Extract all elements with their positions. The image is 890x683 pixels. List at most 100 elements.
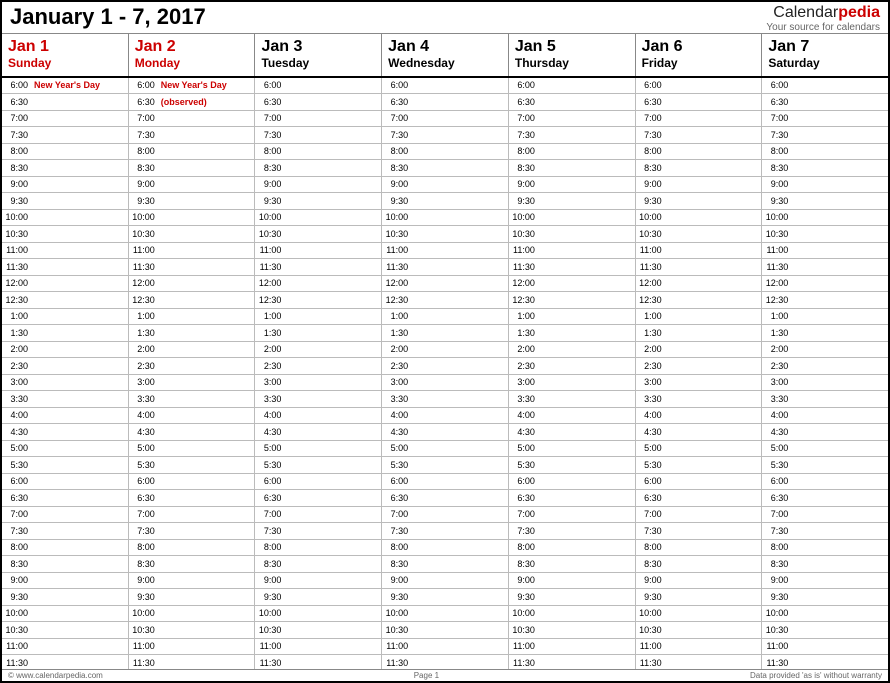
- time-cell[interactable]: 3:30: [129, 391, 256, 407]
- time-cell[interactable]: 9:30: [129, 589, 256, 605]
- time-cell[interactable]: 6:30: [382, 490, 509, 506]
- time-cell[interactable]: 5:30: [636, 457, 763, 473]
- time-cell[interactable]: 1:30: [509, 325, 636, 341]
- time-cell[interactable]: 12:30: [636, 292, 763, 308]
- time-cell[interactable]: 10:30: [382, 622, 509, 638]
- time-cell[interactable]: 2:00: [129, 342, 256, 358]
- time-cell[interactable]: 6:30: [129, 490, 256, 506]
- time-cell[interactable]: 9:00: [129, 177, 256, 193]
- time-cell[interactable]: 6:00: [509, 78, 636, 94]
- time-cell[interactable]: 10:00: [382, 606, 509, 622]
- time-cell[interactable]: 9:00: [382, 177, 509, 193]
- time-cell[interactable]: 11:30: [382, 259, 509, 275]
- time-cell[interactable]: 7:30: [762, 523, 888, 539]
- time-cell[interactable]: 11:30: [2, 259, 129, 275]
- time-cell[interactable]: 7:00: [129, 111, 256, 127]
- time-cell[interactable]: 6:00: [509, 474, 636, 490]
- time-cell[interactable]: 8:30: [2, 556, 129, 572]
- time-cell[interactable]: 6:00: [636, 474, 763, 490]
- time-cell[interactable]: 10:00: [129, 606, 256, 622]
- time-cell[interactable]: 3:30: [762, 391, 888, 407]
- time-cell[interactable]: 7:00: [762, 111, 888, 127]
- time-cell[interactable]: 11:00: [509, 243, 636, 259]
- time-cell[interactable]: 10:00: [129, 210, 256, 226]
- time-cell[interactable]: 7:00: [2, 507, 129, 523]
- time-cell[interactable]: 9:00: [636, 573, 763, 589]
- time-cell[interactable]: 10:30: [509, 622, 636, 638]
- time-cell[interactable]: 10:30: [2, 226, 129, 242]
- time-cell[interactable]: 3:30: [636, 391, 763, 407]
- time-cell[interactable]: 4:30: [636, 424, 763, 440]
- time-cell[interactable]: 8:00: [129, 540, 256, 556]
- time-cell[interactable]: 9:30: [636, 589, 763, 605]
- time-cell[interactable]: 7:00: [509, 507, 636, 523]
- time-cell[interactable]: 1:30: [255, 325, 382, 341]
- time-cell[interactable]: 9:30: [2, 589, 129, 605]
- time-cell[interactable]: 8:00: [129, 144, 256, 160]
- time-cell[interactable]: 9:00: [2, 573, 129, 589]
- time-cell[interactable]: 1:00: [129, 309, 256, 325]
- time-cell[interactable]: 5:00: [762, 441, 888, 457]
- time-cell[interactable]: 11:00: [509, 639, 636, 655]
- time-cell[interactable]: 2:30: [762, 358, 888, 374]
- time-cell[interactable]: 2:30: [509, 358, 636, 374]
- time-cell[interactable]: 8:00: [382, 144, 509, 160]
- time-cell[interactable]: 5:30: [129, 457, 256, 473]
- time-cell[interactable]: 9:00: [762, 573, 888, 589]
- time-cell[interactable]: 2:30: [255, 358, 382, 374]
- time-cell[interactable]: 7:30: [509, 127, 636, 143]
- time-cell[interactable]: 10:00: [509, 606, 636, 622]
- time-cell[interactable]: 10:00: [762, 606, 888, 622]
- time-cell[interactable]: 10:30: [255, 622, 382, 638]
- time-cell[interactable]: 7:30: [382, 523, 509, 539]
- time-cell[interactable]: 7:00: [636, 507, 763, 523]
- time-cell[interactable]: 8:00: [382, 540, 509, 556]
- time-cell[interactable]: 3:30: [509, 391, 636, 407]
- time-cell[interactable]: 7:30: [129, 127, 256, 143]
- time-cell[interactable]: 5:30: [255, 457, 382, 473]
- time-cell[interactable]: 10:30: [255, 226, 382, 242]
- time-cell[interactable]: 9:00: [2, 177, 129, 193]
- time-cell[interactable]: 10:30: [2, 622, 129, 638]
- time-cell[interactable]: 10:30: [762, 226, 888, 242]
- time-cell[interactable]: 4:00: [2, 408, 129, 424]
- time-cell[interactable]: 9:30: [382, 589, 509, 605]
- time-cell[interactable]: 2:30: [636, 358, 763, 374]
- time-cell[interactable]: 7:00: [636, 111, 763, 127]
- time-cell[interactable]: 9:30: [509, 589, 636, 605]
- time-cell[interactable]: 8:30: [762, 556, 888, 572]
- time-cell[interactable]: 6:30: [636, 94, 763, 110]
- time-cell[interactable]: 11:00: [762, 243, 888, 259]
- time-cell[interactable]: 1:00: [509, 309, 636, 325]
- time-cell[interactable]: 3:00: [636, 375, 763, 391]
- time-cell[interactable]: 8:30: [255, 556, 382, 572]
- time-cell[interactable]: 8:30: [636, 556, 763, 572]
- time-cell[interactable]: 7:30: [509, 523, 636, 539]
- time-cell[interactable]: 11:00: [2, 639, 129, 655]
- time-cell[interactable]: 7:30: [2, 127, 129, 143]
- time-cell[interactable]: 8:00: [636, 540, 763, 556]
- time-cell[interactable]: 6:00New Year's Day: [2, 78, 129, 94]
- time-cell[interactable]: 12:00: [636, 276, 763, 292]
- time-cell[interactable]: 1:30: [382, 325, 509, 341]
- time-cell[interactable]: 7:00: [762, 507, 888, 523]
- time-cell[interactable]: 9:30: [509, 193, 636, 209]
- time-cell[interactable]: 8:30: [129, 160, 256, 176]
- time-cell[interactable]: 6:00: [382, 474, 509, 490]
- time-cell[interactable]: 7:00: [509, 111, 636, 127]
- time-cell[interactable]: 10:00: [255, 606, 382, 622]
- time-cell[interactable]: 8:30: [762, 160, 888, 176]
- time-cell[interactable]: 10:30: [382, 226, 509, 242]
- time-cell[interactable]: 2:00: [509, 342, 636, 358]
- time-cell[interactable]: 7:00: [382, 507, 509, 523]
- time-cell[interactable]: 12:30: [129, 292, 256, 308]
- time-cell[interactable]: 4:00: [762, 408, 888, 424]
- time-cell[interactable]: 9:00: [509, 177, 636, 193]
- time-cell[interactable]: 10:00: [762, 210, 888, 226]
- time-cell[interactable]: 11:30: [129, 259, 256, 275]
- time-cell[interactable]: 3:30: [255, 391, 382, 407]
- time-cell[interactable]: 6:00New Year's Day: [129, 78, 256, 94]
- time-cell[interactable]: 12:00: [255, 276, 382, 292]
- time-cell[interactable]: 11:30: [762, 259, 888, 275]
- time-cell[interactable]: 7:00: [255, 507, 382, 523]
